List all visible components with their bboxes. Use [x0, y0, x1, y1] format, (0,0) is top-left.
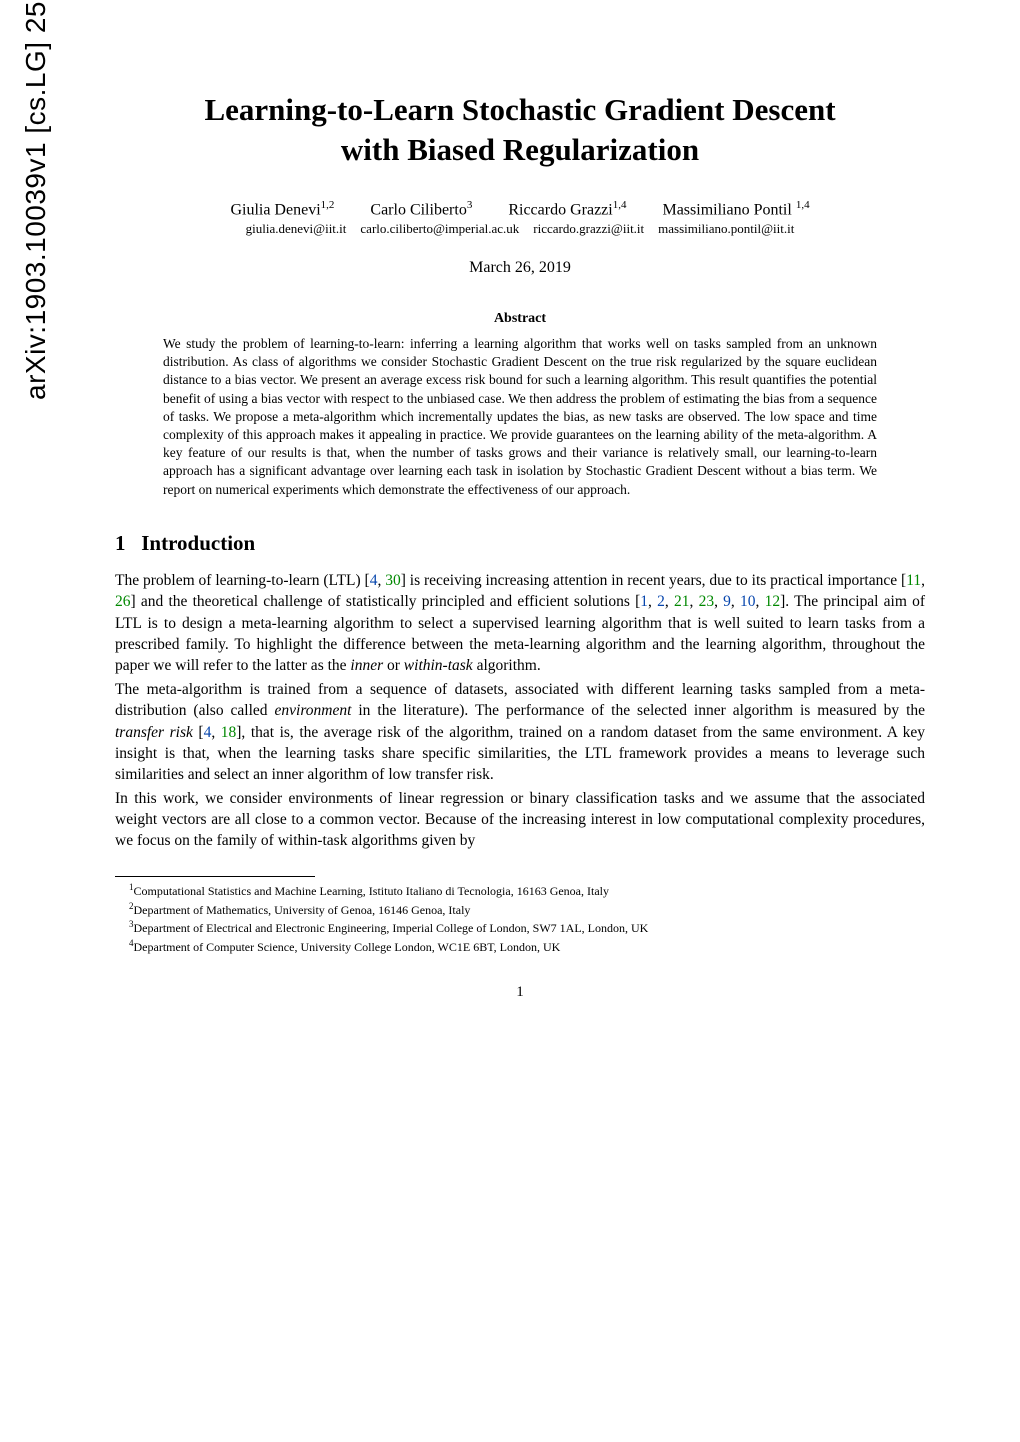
p1-m: or	[383, 657, 404, 674]
p1-n: algorithm.	[473, 657, 541, 674]
p1-j: ,	[731, 593, 740, 610]
p2-e: ], that is, the average risk of the algo…	[115, 724, 925, 784]
p1-d: ,	[921, 572, 925, 589]
section-1-number: 1	[115, 531, 126, 555]
email-2: carlo.ciliberto@imperial.ac.uk	[360, 221, 519, 237]
paper-title: Learning-to-Learn Stochastic Gradient De…	[115, 90, 925, 171]
cite-26[interactable]: 26	[115, 593, 131, 610]
p1-i: ,	[714, 593, 723, 610]
email-1: giulia.denevi@iit.it	[246, 221, 347, 237]
p1-h: ,	[689, 593, 698, 610]
footnote-4: 4Department of Computer Science, Univers…	[115, 937, 925, 956]
author-3: Riccardo Grazzi1,4	[508, 199, 626, 219]
cite-10[interactable]: 10	[740, 593, 756, 610]
cite-23[interactable]: 23	[699, 593, 715, 610]
cite-30[interactable]: 30	[385, 572, 401, 589]
cite-1[interactable]: 1	[640, 593, 648, 610]
paragraph-1: The problem of learning-to-learn (LTL) […	[115, 570, 925, 677]
paper-date: March 26, 2019	[115, 259, 925, 277]
p1-e: ] and the theoretical challenge of stati…	[131, 593, 641, 610]
author-1: Giulia Denevi1,2	[230, 199, 334, 219]
fn4-text: Department of Computer Science, Universi…	[134, 940, 561, 954]
italic-transfer-risk: transfer risk	[115, 724, 193, 741]
cite-9[interactable]: 9	[723, 593, 731, 610]
author-2-name: Carlo Ciliberto	[370, 201, 466, 218]
cite-12[interactable]: 12	[765, 593, 781, 610]
paragraph-3: In this work, we consider environments o…	[115, 788, 925, 852]
p2-c: [	[193, 724, 204, 741]
paragraph-2: The meta-algorithm is trained from a seq…	[115, 679, 925, 786]
email-4: massimiliano.pontil@iit.it	[658, 221, 794, 237]
page-number: 1	[115, 984, 925, 1001]
footnote-rule	[115, 876, 315, 877]
p1-c: ] is receiving increasing attention in r…	[401, 572, 906, 589]
author-4-affil: 1,4	[796, 199, 810, 211]
footnote-2: 2Department of Mathematics, University o…	[115, 900, 925, 919]
email-3: riccardo.grazzi@iit.it	[533, 221, 644, 237]
footnote-3: 3Department of Electrical and Electronic…	[115, 918, 925, 937]
author-2-affil: 3	[467, 199, 473, 211]
author-3-affil: 1,4	[613, 199, 627, 211]
footnote-1: 1Computational Statistics and Machine Le…	[115, 881, 925, 900]
author-1-affil: 1,2	[321, 199, 335, 211]
p2-b: in the literature). The performance of t…	[351, 702, 925, 719]
fn2-text: Department of Mathematics, University of…	[134, 903, 471, 917]
italic-inner: inner	[350, 657, 383, 674]
title-line-1: Learning-to-Learn Stochastic Gradient De…	[204, 92, 835, 127]
italic-environment: environment	[275, 702, 352, 719]
author-4: Massimiliano Pontil 1,4	[662, 199, 809, 219]
italic-within-task: within-task	[404, 657, 473, 674]
fn1-text: Computational Statistics and Machine Lea…	[134, 884, 610, 898]
author-2: Carlo Ciliberto3	[370, 199, 472, 219]
author-3-name: Riccardo Grazzi	[508, 201, 612, 218]
fn3-text: Department of Electrical and Electronic …	[134, 921, 649, 935]
cite-18[interactable]: 18	[221, 724, 237, 741]
page: Learning-to-Learn Stochastic Gradient De…	[115, 0, 925, 1041]
abstract-text: We study the problem of learning-to-lear…	[163, 335, 877, 499]
author-row: Giulia Denevi1,2 Carlo Ciliberto3 Riccar…	[115, 199, 925, 219]
emails-row: giulia.denevi@iit.it carlo.ciliberto@imp…	[115, 221, 925, 237]
title-line-2: with Biased Regularization	[341, 132, 699, 167]
cite-21[interactable]: 21	[674, 593, 690, 610]
author-4-name: Massimiliano Pontil	[662, 201, 795, 218]
p2-d: ,	[211, 724, 220, 741]
author-1-name: Giulia Denevi	[230, 201, 320, 218]
abstract-heading: Abstract	[115, 311, 925, 327]
section-1-heading: 1 Introduction	[115, 531, 925, 556]
cite-2[interactable]: 2	[657, 593, 665, 610]
arxiv-banner: arXiv:1903.10039v1 [cs.LG] 25 Mar 2019	[20, 0, 52, 400]
section-1-title: Introduction	[141, 531, 255, 555]
p1-g: ,	[665, 593, 674, 610]
p1-f: ,	[648, 593, 657, 610]
p1-k: ,	[756, 593, 765, 610]
p1-a: The problem of learning-to-learn (LTL) [	[115, 572, 370, 589]
cite-11[interactable]: 11	[906, 572, 921, 589]
